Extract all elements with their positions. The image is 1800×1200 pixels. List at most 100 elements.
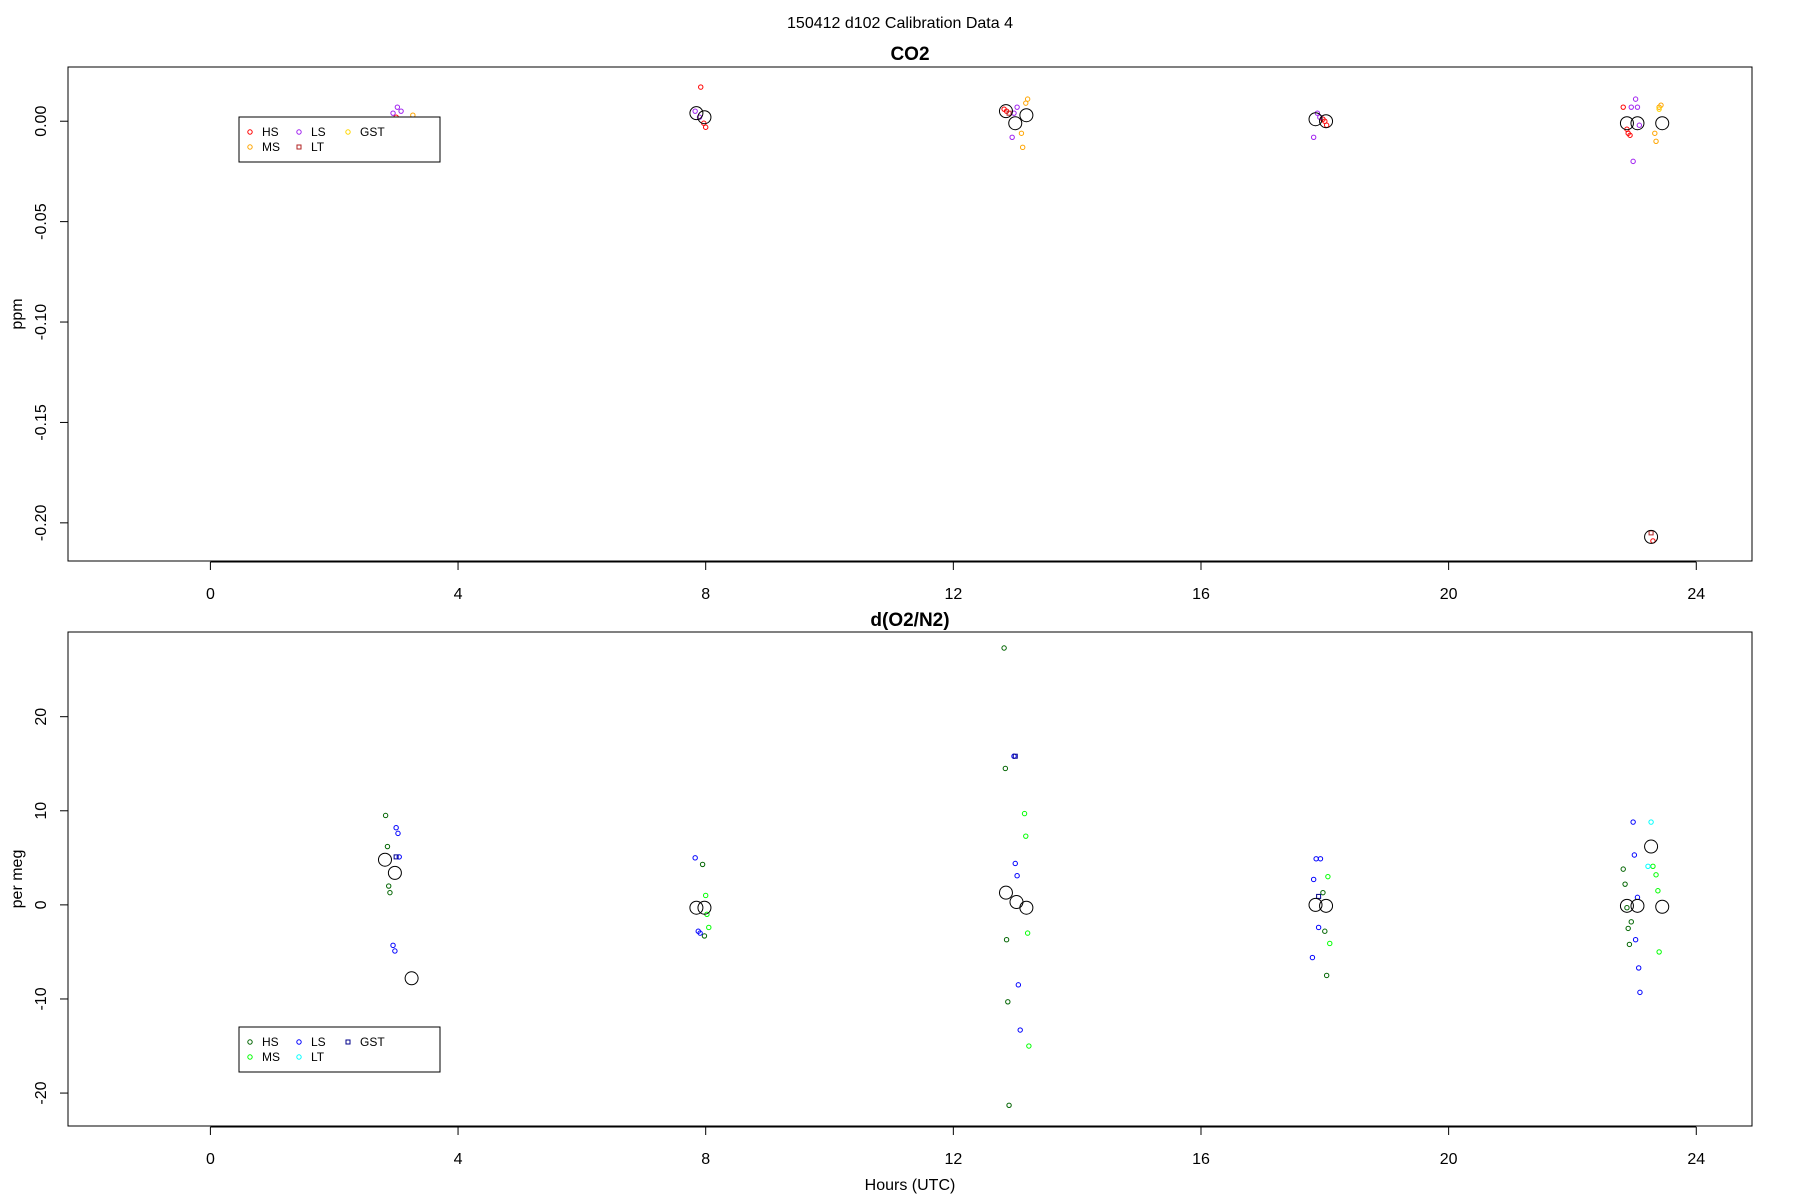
data-point — [1018, 130, 1025, 136]
y-tick-label: 10 — [33, 802, 50, 820]
data-point — [392, 948, 398, 954]
mean-point — [1308, 112, 1323, 127]
data-point — [692, 855, 698, 861]
data-point — [1323, 122, 1330, 128]
data-point — [1627, 132, 1633, 138]
mean-point — [1319, 898, 1334, 913]
legend-label: HS — [262, 1035, 279, 1049]
y-tick-label: -0.10 — [33, 304, 50, 341]
data-point — [1315, 924, 1322, 931]
y-axis-label: ppm — [9, 298, 26, 329]
y-tick-label: 20 — [33, 708, 50, 726]
legend-box — [238, 116, 441, 163]
legend-marker — [296, 1039, 302, 1045]
data-point — [1322, 928, 1328, 934]
legend-label: MS — [262, 1050, 280, 1064]
data-point — [382, 812, 389, 819]
data-point — [1009, 134, 1015, 140]
mean-point — [697, 900, 712, 915]
x-tick-label: 4 — [454, 1151, 463, 1168]
data-point — [1645, 863, 1651, 869]
series-LS — [390, 96, 1643, 165]
data-point — [1001, 645, 1007, 651]
data-point — [699, 861, 706, 868]
data-point — [1005, 999, 1011, 1005]
data-point — [398, 108, 404, 114]
mean-point — [1630, 898, 1645, 913]
data-point — [1320, 889, 1326, 896]
data-point — [1628, 919, 1634, 925]
series-HS — [382, 645, 1634, 1108]
data-point — [1632, 96, 1639, 102]
figure-title: 150412 d102 Calibration Data 4 — [787, 15, 1013, 32]
series-LT — [1645, 819, 1654, 869]
legend-label: LS — [311, 1035, 326, 1049]
legend-marker — [296, 129, 302, 135]
data-point — [1652, 130, 1658, 136]
data-point — [1656, 949, 1662, 955]
data-point — [1023, 833, 1029, 839]
data-point — [1626, 941, 1633, 948]
data-point — [1620, 866, 1626, 872]
legend-label: LS — [311, 125, 326, 139]
mean-point — [1319, 114, 1334, 129]
mean-point — [387, 865, 402, 880]
data-point — [702, 124, 709, 130]
mean-point — [404, 971, 419, 986]
mean-point — [998, 104, 1013, 119]
data-point — [1636, 965, 1642, 971]
data-point — [1625, 925, 1631, 932]
mean-point — [1630, 116, 1645, 131]
mean-point — [1019, 900, 1034, 915]
panel-title: d(O2/N2) — [870, 610, 949, 631]
data-point — [692, 108, 698, 114]
y-tick-label: -0.20 — [33, 505, 50, 542]
data-point — [1656, 106, 1662, 112]
x-tick-label: 8 — [701, 586, 710, 603]
x-tick-label: 4 — [454, 586, 463, 603]
data-point — [394, 104, 401, 110]
data-point — [396, 854, 402, 860]
data-point — [1310, 134, 1317, 140]
data-point — [390, 110, 396, 116]
series-means — [377, 839, 1670, 986]
data-point — [384, 843, 391, 850]
data-point — [1024, 96, 1031, 102]
series-LT — [1006, 110, 1654, 536]
data-point — [1628, 104, 1634, 110]
data-point — [1014, 873, 1020, 879]
y-tick-label: 0 — [33, 900, 50, 909]
data-point — [1620, 104, 1626, 110]
legend-marker — [247, 129, 253, 135]
legend-marker — [247, 1039, 253, 1045]
data-point — [395, 830, 401, 837]
legend-label: LT — [311, 1050, 325, 1064]
x-tick-label: 24 — [1687, 1151, 1705, 1168]
data-point — [1624, 904, 1630, 911]
legend-label: GST — [360, 1035, 385, 1049]
data-point — [1622, 881, 1628, 887]
data-point — [1316, 893, 1322, 899]
legend-marker — [296, 1054, 302, 1060]
legend-marker — [345, 129, 351, 135]
data-point — [390, 942, 396, 949]
x-tick-label: 20 — [1440, 586, 1458, 603]
y-axis-label: per meg — [9, 850, 26, 909]
data-point — [1019, 144, 1026, 151]
data-point — [1631, 852, 1638, 858]
data-point — [1653, 872, 1659, 878]
data-point — [1024, 930, 1031, 936]
data-point — [393, 825, 399, 831]
y-tick-label: -10 — [33, 987, 50, 1010]
legend-label: GST — [360, 125, 385, 139]
x-tick-label: 12 — [944, 1151, 962, 1168]
data-point — [1012, 860, 1018, 867]
x-tick-label: 16 — [1192, 1151, 1210, 1168]
panel-2: d(O2/N2) 0 4 8 12 16 20 24 20 10 0 -10 -20 per meg HSM… — [9, 610, 1753, 1194]
x-tick-label: 0 — [206, 586, 215, 603]
data-point — [1310, 876, 1317, 883]
